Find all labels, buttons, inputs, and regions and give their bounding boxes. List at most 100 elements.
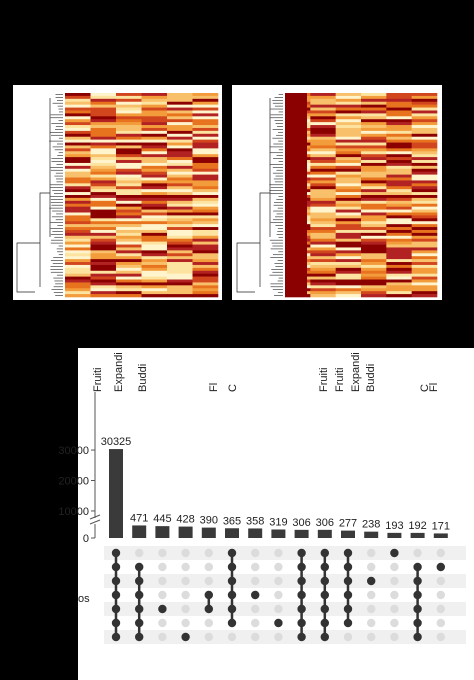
- heatmap-cell: [386, 139, 412, 143]
- heatmap-cell: [141, 241, 168, 245]
- heatmap-cell: [90, 241, 117, 245]
- heatmap-cell: [141, 186, 168, 190]
- heatmap-cell: [361, 215, 387, 219]
- heatmap-cell: [310, 235, 336, 240]
- heatmap-cell: [335, 238, 362, 242]
- heatmap-cell: [386, 209, 412, 213]
- heatmap-cell: [90, 203, 117, 207]
- heatmap-cell: [141, 270, 168, 274]
- heatmap-cell: [65, 229, 91, 234]
- heatmap-cell: [361, 229, 387, 234]
- column-label: Fruiti: [92, 368, 104, 392]
- heatmap-cell: [386, 250, 412, 254]
- heatmap-cell: [411, 113, 438, 117]
- heatmap-cell: [192, 133, 219, 138]
- heatmap-cell: [65, 259, 91, 263]
- heatmap-cell: [116, 157, 142, 161]
- y-tick-label: 10000: [58, 506, 89, 518]
- heatmap-cell: [65, 238, 91, 242]
- bar: [201, 527, 216, 538]
- heatmap-cell: [411, 171, 438, 175]
- heatmap-cell: [65, 151, 91, 155]
- heatmap-cell: [65, 174, 91, 178]
- heatmap-cell: [310, 189, 336, 193]
- bar-label: 238: [362, 519, 380, 531]
- heatmap-cell: [335, 162, 362, 167]
- heatmap-cell: [310, 282, 336, 286]
- heatmap-cell: [335, 125, 362, 129]
- heatmap-cell: [335, 247, 362, 251]
- matrix-dot-empty: [204, 632, 213, 642]
- heatmap-cell: [310, 256, 336, 260]
- heatmap-cell: [192, 212, 219, 216]
- matrix-row-band: [104, 546, 466, 560]
- heatmap-cell: [310, 294, 336, 298]
- heatmap-cell: [192, 174, 219, 178]
- heatmap-cell: [141, 262, 168, 266]
- heatmap-cell: [386, 165, 412, 170]
- heatmap-cell: [386, 221, 412, 225]
- heatmap-cell: [116, 171, 142, 175]
- heatmap-cell: [141, 192, 168, 196]
- bar-label: 358: [246, 515, 264, 527]
- heatmap-cell: [335, 171, 362, 175]
- heatmap-cell: [361, 116, 387, 120]
- heatmap-cell: [65, 162, 91, 167]
- heatmap-cell: [167, 122, 193, 126]
- heatmap-cell: [116, 215, 142, 219]
- heatmap-cell: [361, 276, 387, 280]
- heatmap-cell: [192, 98, 219, 103]
- heatmap-cell: [90, 215, 117, 219]
- heatmap-cell: [361, 224, 387, 228]
- heatmap-cell: [361, 247, 387, 251]
- heatmap-cell: [192, 250, 219, 254]
- heatmap-cell: [411, 227, 438, 231]
- heatmap-cell: [90, 247, 117, 251]
- heatmap-cell: [65, 253, 91, 257]
- heatmap-cell: [141, 276, 168, 280]
- matrix-dot-empty: [204, 576, 213, 586]
- heatmap-cell: [411, 162, 438, 167]
- heatmap-cell: [167, 133, 193, 138]
- heatmap-cell: [411, 253, 438, 257]
- heatmap-cell: [167, 186, 193, 190]
- heatmap-cell: [90, 282, 117, 286]
- heatmap-cell: [310, 148, 336, 152]
- heatmap-cell: [167, 200, 193, 205]
- heatmap-cell: [90, 154, 117, 158]
- heatmap-cell: [167, 162, 193, 167]
- heatmap-cell: [167, 107, 193, 111]
- heatmap-cell: [411, 136, 438, 140]
- heatmap-cell: [310, 157, 336, 161]
- heatmap-cell: [411, 238, 438, 242]
- heatmap-cell: [411, 276, 438, 280]
- heatmap-cell: [90, 125, 117, 129]
- heatmap-cell: [90, 107, 117, 111]
- matrix-dot: [320, 632, 329, 642]
- heatmap-cell: [335, 157, 362, 161]
- matrix-dot-empty: [251, 562, 260, 572]
- matrix-dot-empty: [390, 604, 399, 614]
- heatmap-cell: [116, 183, 142, 187]
- heatmap-cell: [90, 238, 117, 242]
- heatmap-cell: [411, 224, 438, 228]
- heatmap-cell: [167, 218, 193, 222]
- heatmap-cell: [116, 288, 142, 292]
- heatmap-cell: [361, 98, 387, 103]
- heatmap-cell: [361, 294, 387, 298]
- heatmap-cell: [386, 127, 412, 132]
- matrix-dot: [135, 632, 144, 642]
- heatmap-cell: [116, 165, 142, 170]
- heatmap-cell: [192, 218, 219, 222]
- heatmap-cell: [65, 119, 91, 123]
- heatmap-cell: [65, 101, 91, 105]
- heatmap-cell: [411, 294, 438, 298]
- matrix-dot-empty: [343, 632, 353, 642]
- heatmap-cell: [141, 203, 168, 207]
- heatmap-cell: [141, 229, 168, 234]
- heatmap-cell: [386, 130, 412, 135]
- heatmap-cell: [116, 259, 142, 263]
- heatmap-cell: [310, 267, 336, 272]
- heatmap-cell: [386, 171, 412, 175]
- heatmap-cell: [192, 127, 219, 132]
